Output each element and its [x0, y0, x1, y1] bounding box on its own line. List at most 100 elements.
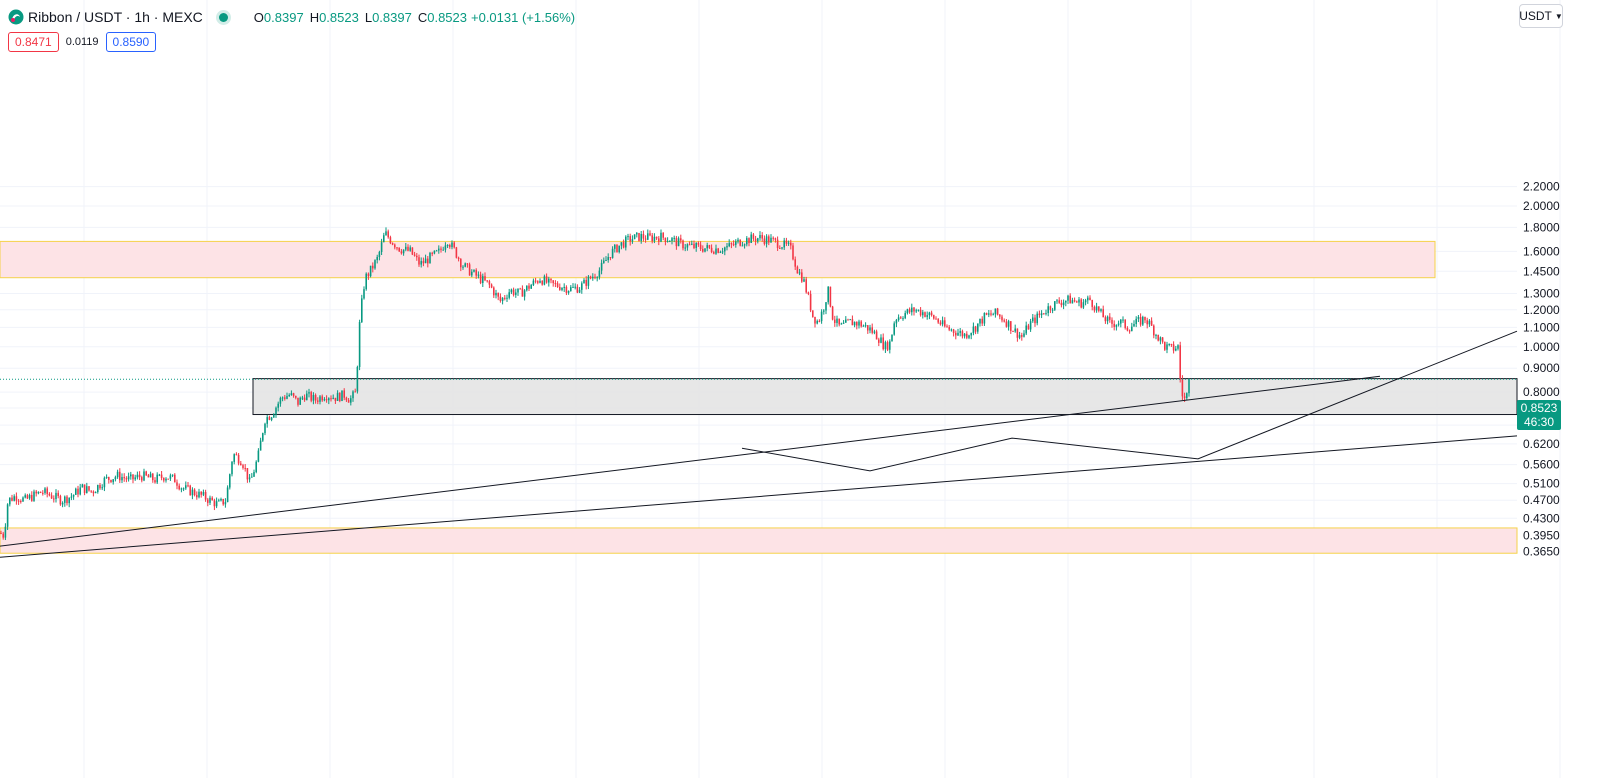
candle-body: [528, 285, 530, 289]
candle-body: [768, 236, 770, 243]
candle-body: [600, 262, 603, 271]
candle-body: [433, 250, 436, 254]
candle-body: [92, 491, 95, 494]
candle-body: [457, 257, 460, 259]
candle-body: [35, 491, 37, 494]
candle-body: [543, 276, 546, 285]
candle-body: [959, 331, 961, 333]
candle-body: [759, 235, 761, 239]
candle-body: [286, 396, 288, 399]
candle-body: [435, 250, 438, 252]
candle-body: [222, 499, 224, 505]
candle-body: [559, 286, 561, 290]
candle-body: [831, 306, 834, 320]
candle-body: [20, 501, 22, 503]
candle-body: [708, 245, 711, 248]
candle-body: [589, 276, 592, 279]
candle-body: [937, 319, 939, 323]
candle-body: [1126, 327, 1129, 331]
candle-body: [1170, 343, 1173, 345]
candle-body: [620, 242, 623, 246]
last-price-value: 0.8523: [1520, 401, 1558, 415]
candle-body: [666, 241, 669, 243]
candle-body: [1137, 317, 1140, 319]
candle-body: [312, 394, 315, 401]
candle-body: [979, 318, 981, 324]
candle-body: [1082, 302, 1085, 308]
candle-body: [660, 232, 662, 242]
candle-body: [834, 319, 836, 323]
candle-body: [204, 492, 207, 500]
candle-body: [369, 265, 372, 277]
candle-body: [431, 252, 433, 254]
candle-body: [719, 251, 722, 253]
candle-body: [856, 321, 858, 326]
candle-body: [350, 398, 352, 403]
candle-body: [1091, 300, 1093, 307]
trendline: [0, 435, 1518, 558]
candle-body: [1036, 313, 1038, 324]
candle-body: [471, 271, 473, 276]
candle-body: [255, 461, 257, 473]
candle-body: [970, 333, 972, 336]
candle-body: [572, 286, 574, 288]
candle-body: [1025, 325, 1027, 334]
candle-body: [50, 495, 53, 499]
candle-body: [235, 454, 238, 456]
candle-body: [57, 492, 59, 497]
candle-body: [935, 318, 937, 320]
candle-body: [213, 500, 216, 507]
candle-body: [319, 396, 321, 402]
candle-body: [1161, 337, 1164, 342]
candle-body: [37, 491, 40, 494]
candle-body: [1043, 313, 1045, 315]
candle-body: [1159, 337, 1162, 341]
candle-body: [732, 244, 735, 246]
candle-body: [248, 477, 251, 480]
candle-body: [1148, 320, 1151, 325]
candle-body: [730, 243, 733, 245]
candle-body: [284, 397, 286, 399]
candle-body: [299, 397, 301, 405]
candle-body: [391, 243, 394, 245]
candle-body: [649, 233, 651, 236]
candle-body: [717, 248, 719, 253]
candle-body: [779, 247, 781, 249]
candle-body: [1168, 343, 1170, 345]
candle-body: [42, 492, 44, 494]
candle-body: [400, 251, 403, 254]
candle-body: [897, 317, 900, 321]
candle-body: [622, 242, 625, 248]
candle-body: [330, 398, 332, 400]
candle-body: [343, 390, 345, 398]
candle-body: [1150, 320, 1153, 326]
candle-body: [187, 485, 189, 487]
candle-body: [413, 254, 416, 256]
candle-body: [207, 499, 209, 503]
candle-body: [462, 266, 464, 268]
candle-body: [647, 233, 649, 240]
candle-body: [644, 238, 647, 240]
candle-body: [941, 320, 944, 325]
candle-body: [968, 335, 970, 338]
candle-body: [189, 485, 191, 496]
y-tick-label: 1.2000: [1523, 303, 1560, 317]
candle-body: [328, 398, 330, 401]
candle-body: [1014, 328, 1016, 332]
candle-body: [611, 248, 614, 258]
candle-body: [130, 474, 132, 477]
chart-zones: [0, 240, 1518, 554]
candle-body: [171, 474, 174, 476]
candle-body: [334, 397, 337, 401]
candle-body: [963, 333, 966, 337]
currency-button[interactable]: USDT ▼: [1519, 4, 1563, 28]
candle-body: [974, 326, 977, 332]
candle-body: [178, 485, 180, 490]
candle-body: [1047, 306, 1049, 314]
candle-body: [598, 270, 601, 278]
buy-price-button[interactable]: 0.8590: [105, 32, 157, 52]
sell-price-button[interactable]: 0.8471: [8, 32, 59, 52]
candle-body: [1188, 379, 1190, 394]
symbol-title[interactable]: Ribbon / USDT · 1h · MEXC: [28, 9, 203, 25]
